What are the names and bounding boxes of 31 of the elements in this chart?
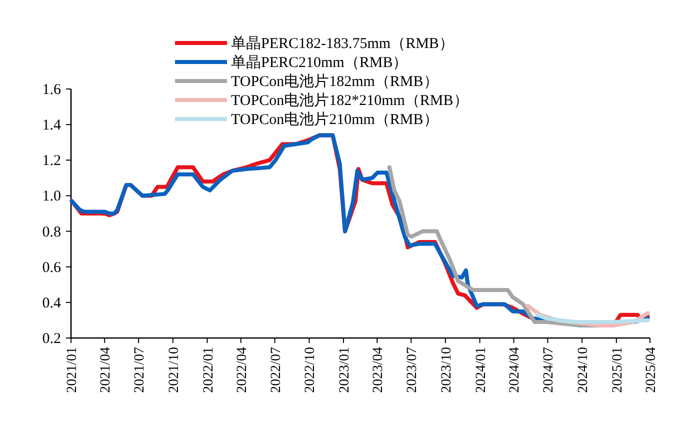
x-tick-label: 2023/10 (439, 347, 454, 393)
y-tick-label: 0.4 (42, 295, 62, 312)
y-tick-label: 1.2 (42, 153, 61, 170)
y-tick-label: 1.4 (42, 118, 62, 134)
x-tick-label: 2022/07 (268, 347, 284, 393)
x-tick-label: 2022/04 (234, 347, 250, 393)
legend-label: TOPCon电池片182mm（RMB） (231, 73, 438, 90)
legend-label: TOPCon电池片210mm（RMB） (231, 111, 438, 128)
x-tick-label: 2025/04 (644, 347, 659, 393)
y-tick-label: 0.6 (42, 260, 62, 276)
x-tick-label: 2025/01 (610, 347, 626, 393)
legend-label: 单晶PERC182-183.75mm（RMB） (231, 35, 454, 52)
x-tick-label: 2021/01 (65, 347, 80, 393)
x-tick-label: 2022/01 (201, 347, 216, 393)
x-tick-label: 2021/04 (98, 347, 114, 393)
y-tick-label: 1.6 (42, 82, 62, 98)
x-tick-label: 2021/10 (166, 347, 182, 393)
x-tick-label: 2022/10 (303, 347, 318, 393)
x-tick-label: 2024/01 (474, 347, 489, 393)
x-tick-label: 2023/07 (405, 347, 420, 393)
x-tick-label: 2023/04 (371, 347, 386, 393)
y-tick-label: 0.2 (42, 331, 61, 347)
x-tick-label: 2024/10 (576, 347, 592, 393)
x-tick-label: 2024/07 (542, 347, 557, 393)
legend-label: 单晶PERC210mm（RMB） (231, 54, 408, 71)
x-tick-label: 2021/07 (132, 347, 148, 393)
x-tick-label: 2023/01 (338, 347, 353, 393)
y-tick-label: 0.8 (42, 224, 61, 240)
x-tick-label: 2024/04 (508, 347, 523, 393)
legend-label: TOPCon电池片182*210mm（RMB） (231, 92, 468, 109)
y-tick-label: 1.0 (42, 188, 61, 205)
